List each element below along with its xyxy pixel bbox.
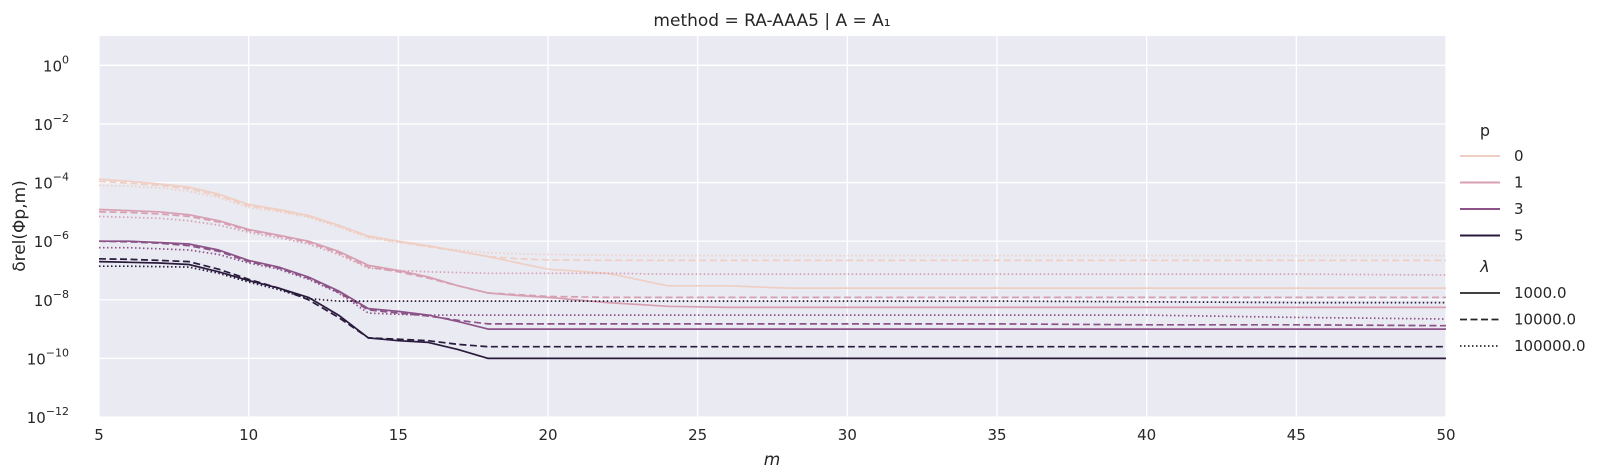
x-tick-label: 5 [94,426,104,444]
series-line-p5-lambda1000 [98,260,1446,360]
x-tick-label: 30 [838,426,857,444]
series-line-p0-lambda100000 [98,184,1446,257]
y-tick-base: 10 [34,233,53,251]
legend-style-label: 100000.0 [1514,337,1586,355]
legend-hue-entries: 0 1 3 5 [1460,147,1524,245]
y-tick-base: 10 [27,350,46,368]
legend: p 0 1 3 5 λ 1000.0 10000.0 100000.0 [1460,121,1586,355]
x-tick-label: 40 [1137,426,1156,444]
series-line-p1-lambda100000 [98,215,1447,276]
x-tick-label: 25 [688,426,707,444]
x-axis-label: m [764,450,781,470]
legend-style-label: 1000.0 [1514,284,1567,302]
series-line-p3-lambda10000 [98,240,1447,327]
legend-style-label: 10000.0 [1514,311,1576,329]
y-tick-label: 10−2 [34,112,69,134]
y-tick-label: 100 [43,53,69,75]
series-line-p0-lambda1000 [98,178,1446,289]
y-tick-label: 10−4 [34,171,69,193]
y-tick-base: 10 [34,292,53,310]
y-tick-exponent: −2 [53,112,69,125]
series-line-p0-lambda10000 [98,180,1446,262]
y-tick-exponent: −8 [53,288,69,301]
series-line-p1-lambda10000 [98,210,1446,299]
legend-hue-title: p [1480,121,1490,140]
y-tick-exponent: −4 [53,171,69,184]
legend-style-entries: 1000.0 10000.0 100000.0 [1460,284,1586,355]
grid [98,36,1447,418]
legend-hue-label: 5 [1514,227,1524,245]
y-axis-label: δrel(Φp,m) [10,180,30,272]
y-tick-exponent: −10 [46,346,69,359]
series-line-p3-lambda1000 [99,240,1446,330]
y-tick-base: 10 [43,57,62,75]
y-tick-exponent: −6 [53,229,69,242]
chart-title: method = RA-AAA5 | A = A₁ [653,11,890,31]
x-tick-labels: 5 10 15 20 25 30 35 40 45 50 [94,426,1455,444]
legend-hue-label: 0 [1514,147,1524,165]
y-tick-base: 10 [34,175,53,193]
series-line-p5-lambda100000 [99,265,1446,304]
y-tick-label: 10−6 [34,229,69,251]
series-line-p3-lambda100000 [99,246,1447,320]
x-tick-label: 50 [1436,426,1455,444]
legend-style-title: λ [1479,257,1489,276]
y-tick-label: 10−10 [27,346,69,368]
y-tick-exponent: 0 [62,53,69,66]
legend-hue-label: 1 [1514,174,1524,192]
x-tick-label: 45 [1287,426,1306,444]
x-tick-label: 35 [987,426,1006,444]
legend-hue-label: 3 [1514,200,1524,218]
plot-background [99,36,1446,417]
x-tick-label: 20 [538,426,557,444]
series-line-p5-lambda10000 [98,257,1446,348]
y-tick-label: 10−12 [27,405,69,427]
y-tick-label: 10−8 [34,288,69,310]
x-tick-label: 15 [389,426,408,444]
y-tick-base: 10 [27,409,46,427]
series-layer [98,178,1447,360]
y-tick-base: 10 [34,116,53,134]
y-tick-exponent: −12 [46,405,69,418]
x-tick-label: 10 [239,426,258,444]
